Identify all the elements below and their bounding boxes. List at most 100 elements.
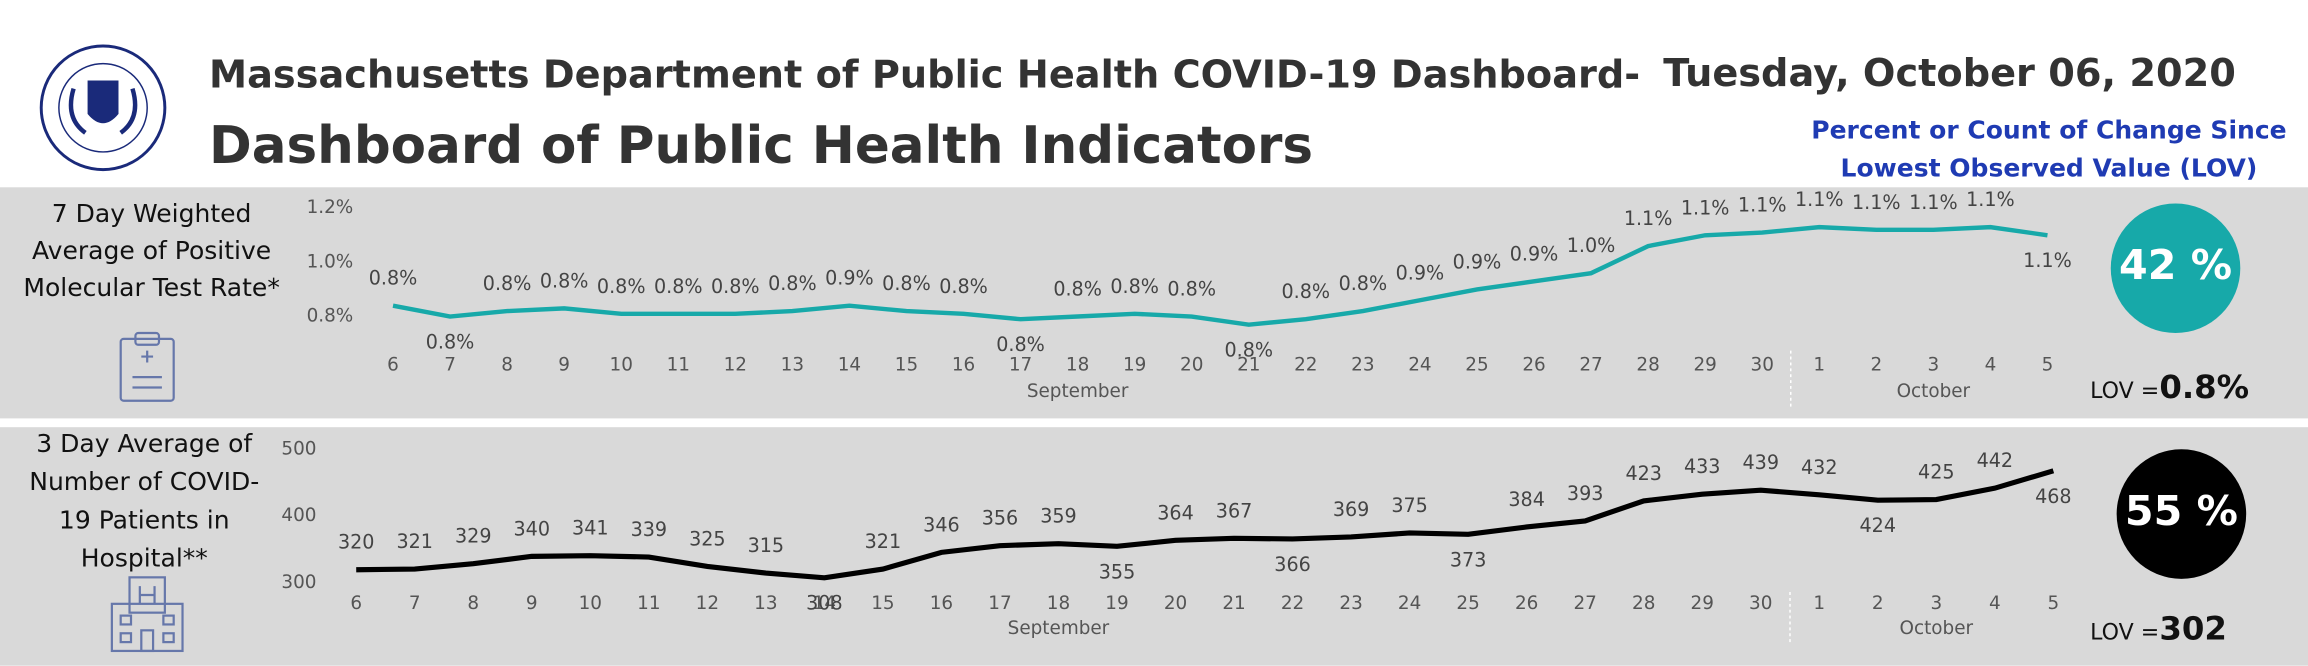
header-subtitle: Dashboard of Public Health Indicators (209, 116, 1313, 176)
data-label: 346 (923, 513, 960, 536)
chart-title: Hospital** (81, 544, 208, 573)
x-tick-label: 12 (724, 354, 747, 375)
data-label: 468 (2035, 485, 2072, 508)
x-tick-label: 29 (1691, 593, 1714, 614)
data-label: 366 (1274, 553, 1311, 576)
chart-title: Molecular Test Rate* (23, 273, 279, 302)
y-tick-label: 0.8% (307, 306, 354, 327)
data-label: 0.8% (711, 275, 760, 298)
x-tick-label: 25 (1456, 593, 1479, 614)
chart-title: 7 Day Weighted (52, 199, 252, 228)
x-tick-label: 26 (1522, 354, 1545, 375)
data-label: 442 (1977, 449, 2014, 472)
change-badge (2116, 449, 2247, 579)
lov-value: 0.8% (2159, 368, 2249, 406)
x-tick-label: 6 (387, 354, 399, 375)
data-line (356, 468, 2055, 581)
x-tick-label: 26 (1515, 593, 1538, 614)
data-label: 1.1% (1624, 207, 1673, 230)
data-label: 0.9% (1510, 242, 1559, 265)
change-value: 55 % (2125, 487, 2238, 535)
data-label: 0.8% (1110, 275, 1159, 298)
x-tick-label: 1 (1813, 354, 1825, 375)
data-label: 0.8% (1224, 339, 1273, 362)
x-tick-label: 30 (1749, 593, 1772, 614)
data-label: 373 (1450, 548, 1487, 571)
seal (39, 44, 167, 172)
data-label: 0.8% (939, 275, 988, 298)
x-tick-label: 21 (1222, 593, 1245, 614)
data-label: 329 (455, 525, 492, 548)
x-tick-label: 14 (838, 354, 861, 375)
data-label: 0.8% (1167, 278, 1216, 301)
lov-label: LOV = (2090, 620, 2159, 645)
x-tick-label: 28 (1636, 354, 1659, 375)
data-label: 308 (806, 592, 843, 615)
x-tick-label: 23 (1339, 593, 1362, 614)
data-label: 0.8% (540, 269, 589, 292)
data-label: 423 (1625, 462, 1662, 485)
data-label: 1.1% (2023, 249, 2072, 272)
x-tick-label: 7 (409, 593, 421, 614)
data-label: 393 (1567, 482, 1604, 505)
header-note: Lowest Observed Value (LOV) (1841, 154, 2258, 183)
lov-label: LOV = (2090, 379, 2159, 404)
month-label: October (1900, 618, 1974, 639)
x-tick-label: 24 (1408, 354, 1431, 375)
x-tick-label: 9 (558, 354, 570, 375)
x-tick-label: 13 (754, 593, 777, 614)
data-label: 355 (1099, 560, 1136, 583)
data-label: 367 (1216, 499, 1253, 522)
x-tick-label: 17 (988, 593, 1011, 614)
hospital-icon (110, 576, 184, 653)
header-title: Massachusetts Department of Public Healt… (209, 52, 1640, 97)
data-label: 0.9% (1396, 261, 1445, 284)
x-tick-label: 16 (952, 354, 975, 375)
data-label: 1.0% (1567, 234, 1616, 257)
y-tick-label: 400 (281, 505, 316, 526)
data-label: 1.1% (1852, 191, 1901, 214)
x-tick-label: 24 (1398, 593, 1421, 614)
x-tick-label: 10 (579, 593, 602, 614)
data-label: 0.8% (654, 275, 703, 298)
x-tick-label: 18 (1047, 593, 1070, 614)
x-tick-label: 17 (1009, 354, 1032, 375)
month-label: October (1897, 381, 1971, 402)
x-tick-label: 13 (781, 354, 804, 375)
data-label: 0.8% (426, 331, 475, 354)
change-badge (2110, 203, 2241, 333)
x-tick-label: 2 (1870, 354, 1882, 375)
x-tick-label: 21 (1237, 354, 1260, 375)
data-label: 0.8% (882, 272, 931, 295)
x-tick-label: 11 (667, 354, 690, 375)
lov-value: 302 (2159, 609, 2227, 647)
data-label: 0.8% (369, 267, 418, 290)
data-label: 321 (396, 530, 433, 553)
data-line (392, 224, 2048, 327)
x-tick-label: 9 (526, 593, 538, 614)
data-label: 0.8% (1339, 272, 1388, 295)
x-tick-label: 6 (350, 593, 362, 614)
x-tick-label: 3 (1930, 593, 1942, 614)
x-tick-label: 14 (813, 593, 836, 614)
x-tick-label: 27 (1573, 593, 1596, 614)
data-label: 384 (1508, 488, 1545, 511)
y-tick-label: 1.2% (307, 197, 354, 218)
x-tick-label: 19 (1123, 354, 1146, 375)
x-tick-label: 11 (637, 593, 660, 614)
y-tick-label: 500 (281, 438, 316, 459)
clipboard-icon (119, 331, 175, 402)
x-tick-label: 20 (1180, 354, 1203, 375)
data-label: 432 (1801, 456, 1838, 479)
data-label: 1.1% (1681, 196, 1730, 219)
x-tick-label: 8 (467, 593, 479, 614)
x-tick-label: 27 (1579, 354, 1602, 375)
chart-title: 3 Day Average of (36, 429, 253, 458)
x-tick-label: 28 (1632, 593, 1655, 614)
data-label: 1.1% (1795, 188, 1844, 211)
data-label: 0.8% (996, 333, 1045, 356)
data-label: 325 (689, 527, 726, 550)
x-tick-label: 22 (1281, 593, 1304, 614)
panel (0, 427, 2308, 666)
y-tick-label: 300 (281, 572, 316, 593)
